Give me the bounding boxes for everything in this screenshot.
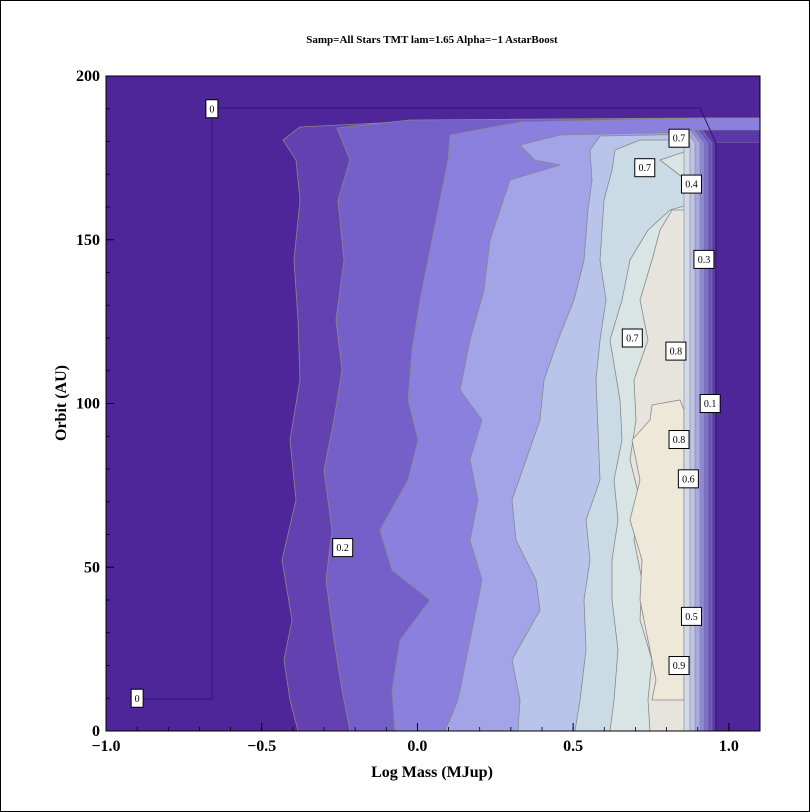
y-tick-label: 150 (76, 232, 100, 249)
contour-lines (106, 76, 760, 731)
contour-label: 0.5 (680, 606, 702, 626)
contour-label-box (634, 158, 656, 178)
contour-label-box (699, 394, 721, 413)
contour-line-zero (140, 107, 717, 731)
contour-label-text: 0.1 (704, 399, 717, 410)
y-tick-label: 0 (92, 723, 100, 740)
contour-label: 0.9 (668, 656, 690, 675)
contour-label-box (621, 328, 643, 348)
contour-bands (106, 76, 760, 731)
contour-label-box (130, 688, 144, 708)
contour-label-box (668, 128, 690, 148)
contour-label-text: 0.7 (639, 163, 652, 174)
contour-label-text: 0.4 (685, 180, 698, 191)
x-tick-label: 1.0 (719, 738, 739, 755)
contour-label: 0.1 (699, 394, 721, 413)
y-tick-label: 200 (76, 68, 100, 85)
x-tick-label: −0.5 (247, 738, 276, 755)
contour-label-box (668, 656, 690, 675)
x-axis-label: Log Mass (MJup) (371, 764, 493, 781)
contour-label-box (693, 249, 715, 269)
contour-label: 0.8 (668, 430, 690, 450)
contour-label-box (665, 341, 687, 361)
contour-label: 0.7 (668, 128, 690, 148)
x-tick-label: −1.0 (91, 738, 120, 755)
contour-label-text: 0.9 (673, 661, 686, 672)
contour-label: 0 (130, 688, 144, 708)
x-tick-label: 0.0 (407, 738, 427, 755)
contour-label-text: 0.6 (682, 474, 695, 485)
chart-title: Samp=All Stars TMT lam=1.65 Alpha=−1 Ast… (306, 34, 558, 46)
contour-label-box (677, 469, 699, 489)
contour-label-box (332, 538, 354, 558)
contour-label: 0 (205, 99, 219, 119)
contour-label-text: 0.7 (626, 334, 639, 345)
contour-label: 0.7 (634, 158, 656, 178)
contour-label-box (668, 430, 690, 450)
y-tick-label: 100 (76, 396, 100, 413)
contour-label: 0.3 (693, 249, 715, 269)
contour-label-text: 0.8 (670, 347, 683, 358)
y-axis-label: Orbit (AU) (53, 365, 70, 441)
y-tick-label: 50 (84, 559, 100, 576)
contour-label: 0.7 (621, 328, 643, 348)
contour-label-text: 0.2 (336, 543, 349, 554)
contour-label-box (205, 99, 219, 119)
contour-label-text: 0.5 (685, 612, 698, 623)
contour-label-text: 0 (135, 694, 140, 705)
y-axis: 0 50 100 150 200 (76, 68, 114, 740)
contour-label: 0.6 (677, 469, 699, 489)
contour-label-box (680, 606, 702, 626)
contour-label-box (680, 174, 702, 194)
contour-label-text: 0.3 (698, 255, 711, 266)
contour-labels: 0 0 0.2 0.7 0.7 0.4 0.3 0.7 0.8 0.1 0.8 0.6 0.5 0.9 (130, 99, 721, 708)
contour-label: 0.8 (665, 341, 687, 361)
contour-label: 0.4 (680, 174, 702, 194)
contour-label-text: 0.8 (673, 435, 686, 446)
contour-label: 0.2 (332, 538, 354, 558)
x-tick-label: 0.5 (563, 738, 583, 755)
contour-label-text: 0 (209, 104, 214, 115)
contour-label-text: 0.7 (673, 134, 686, 145)
x-axis: −1.0 −0.5 0.0 0.5 1.0 (91, 723, 739, 755)
